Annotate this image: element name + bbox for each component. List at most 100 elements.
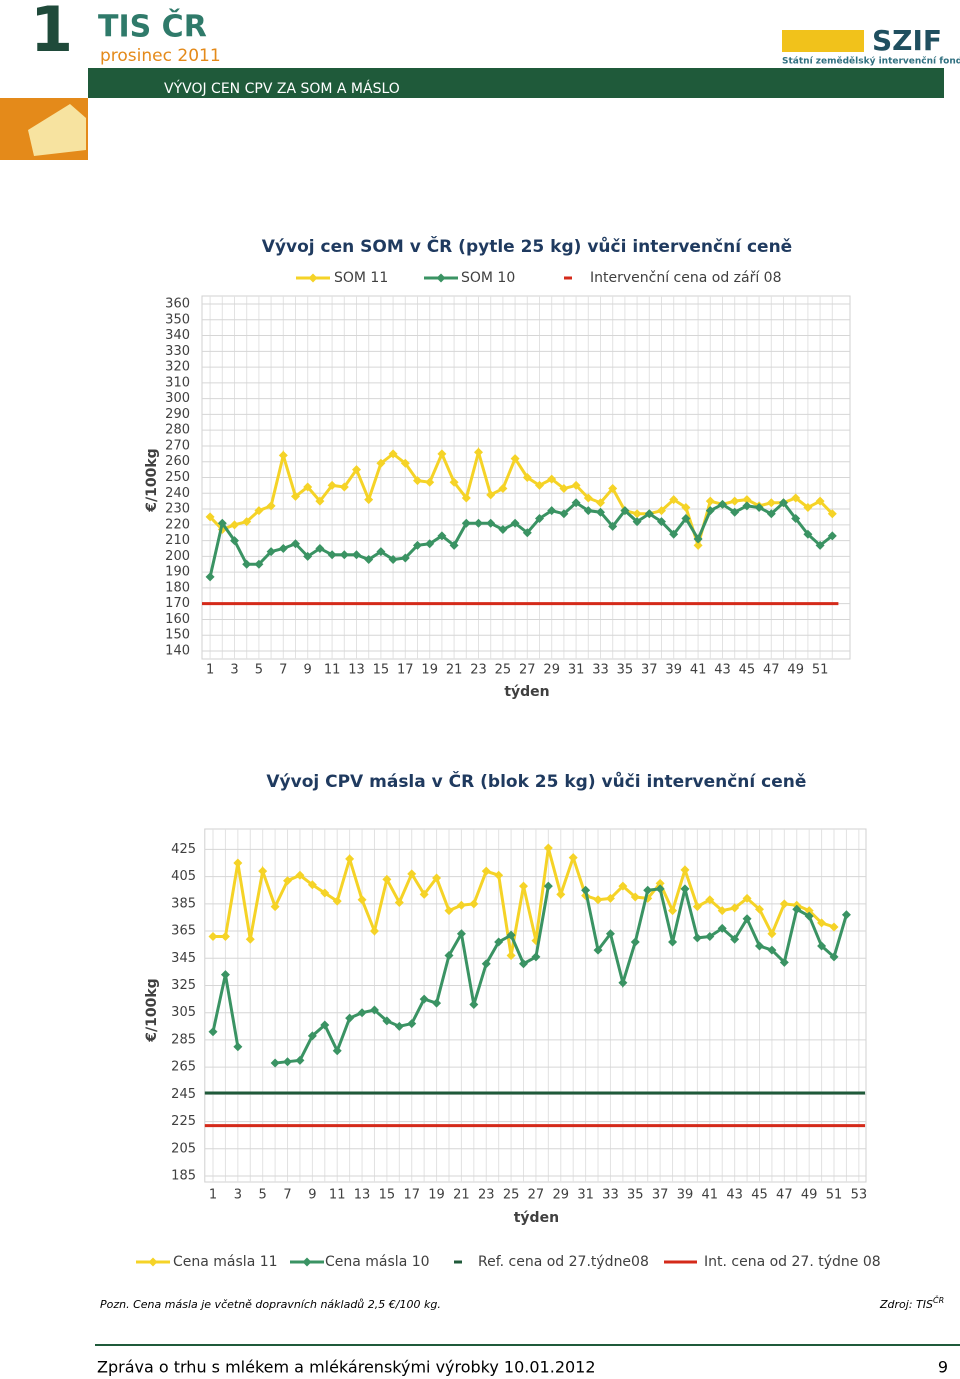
x-tick-label: 17 xyxy=(403,1188,420,1203)
x-axis-title: týden xyxy=(504,684,549,700)
point xyxy=(437,449,447,459)
point xyxy=(242,559,252,569)
x-tick-label: 47 xyxy=(763,663,780,678)
legend-marker xyxy=(148,1257,158,1267)
cheese-icon xyxy=(28,104,86,156)
point xyxy=(681,502,691,512)
point xyxy=(581,885,591,895)
point xyxy=(444,906,454,916)
point xyxy=(506,930,516,940)
y-tick-label: 290 xyxy=(165,407,190,422)
series-line xyxy=(208,500,834,578)
point xyxy=(705,496,715,506)
x-tick-label: 13 xyxy=(354,1188,371,1203)
point xyxy=(632,517,642,527)
y-tick-label: 310 xyxy=(165,375,190,390)
y-tick-label: 330 xyxy=(165,344,190,359)
x-tick-label: 13 xyxy=(348,663,365,678)
legend-marker xyxy=(436,273,446,283)
source-sup: ČR xyxy=(933,1294,944,1305)
x-tick-label: 35 xyxy=(617,663,634,678)
point xyxy=(754,502,764,512)
point xyxy=(481,959,491,969)
point xyxy=(766,498,776,508)
x-tick-label: 5 xyxy=(259,1188,267,1203)
point xyxy=(754,941,764,951)
point xyxy=(278,543,288,553)
point xyxy=(655,884,665,894)
point xyxy=(680,884,690,894)
point xyxy=(817,941,827,951)
point xyxy=(630,937,640,947)
point xyxy=(605,893,615,903)
point xyxy=(352,550,361,560)
x-tick-label: 21 xyxy=(446,663,463,678)
x-tick-label: 51 xyxy=(826,1188,843,1203)
point xyxy=(531,952,541,962)
y-tick-label: 320 xyxy=(165,360,190,375)
period: prosinec 2011 xyxy=(100,46,221,66)
point xyxy=(494,870,504,880)
point xyxy=(278,450,288,460)
chart-title: Vývoj CPV másla v ČR (blok 25 kg) vůči i… xyxy=(266,770,806,792)
legend-label: Cena másla 11 xyxy=(173,1254,278,1270)
point xyxy=(376,458,386,468)
point xyxy=(339,482,349,492)
point xyxy=(608,521,618,531)
point xyxy=(547,506,557,516)
x-tick-label: 43 xyxy=(726,1188,743,1203)
point xyxy=(456,900,466,910)
x-tick-label: 37 xyxy=(641,663,658,678)
x-tick-label: 11 xyxy=(329,1188,346,1203)
point xyxy=(352,465,361,475)
x-tick-label: 15 xyxy=(373,663,390,678)
point xyxy=(668,937,678,947)
point xyxy=(432,998,442,1008)
x-tick-label: 33 xyxy=(602,1188,619,1203)
x-tick-label: 5 xyxy=(255,663,263,678)
x-tick-label: 49 xyxy=(801,1188,818,1203)
y-tick-label: 360 xyxy=(165,297,190,312)
point xyxy=(730,507,740,517)
point xyxy=(254,559,264,569)
y-tick-label: 350 xyxy=(165,312,190,327)
point xyxy=(369,926,379,936)
point xyxy=(332,896,342,906)
point xyxy=(388,449,398,459)
point xyxy=(376,547,386,557)
x-tick-label: 1 xyxy=(209,1188,217,1203)
point xyxy=(382,874,392,884)
point xyxy=(266,501,276,511)
point xyxy=(630,892,640,902)
point xyxy=(829,952,839,962)
legend-label: Ref. cena od 27.týdne08 xyxy=(478,1254,649,1270)
point xyxy=(767,929,777,939)
point xyxy=(413,476,422,486)
point xyxy=(593,945,603,955)
point xyxy=(680,865,690,875)
x-tick-label: 27 xyxy=(528,1188,545,1203)
point xyxy=(303,551,313,561)
x-tick-label: 27 xyxy=(519,663,536,678)
point xyxy=(437,531,447,541)
y-tick-label: 210 xyxy=(165,533,190,548)
series-line xyxy=(209,446,834,551)
plot-frame xyxy=(204,828,867,1183)
y-tick-label: 200 xyxy=(165,549,190,564)
legend-label: Intervenční cena od září 08 xyxy=(590,270,782,286)
point xyxy=(217,518,227,528)
point xyxy=(474,447,483,457)
section-title: VÝVOJ CEN CPV ZA SOM A MÁSLO xyxy=(164,80,400,97)
point xyxy=(742,893,752,903)
point xyxy=(593,895,603,905)
x-tick-label: 41 xyxy=(690,663,707,678)
point xyxy=(345,1013,355,1023)
point xyxy=(730,496,740,506)
x-tick-label: 23 xyxy=(478,1188,495,1203)
point xyxy=(571,480,581,490)
x-tick-label: 33 xyxy=(592,663,609,678)
y-tick-label: 180 xyxy=(165,580,190,595)
x-tick-label: 41 xyxy=(702,1188,719,1203)
x-axis-title: týden xyxy=(514,1210,559,1226)
x-tick-label: 7 xyxy=(283,1188,291,1203)
